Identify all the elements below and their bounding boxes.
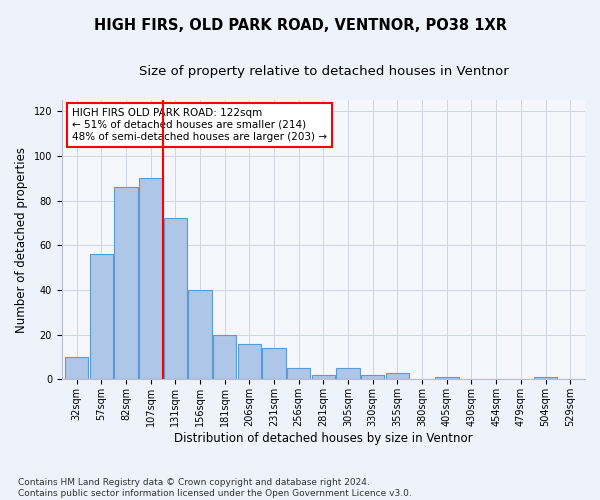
Bar (213, 334, 236, 380)
Bar (238, 344, 261, 380)
Bar (65, 357, 88, 380)
Bar (188, 290, 212, 380)
Bar (139, 178, 163, 380)
Bar (311, 375, 335, 380)
Y-axis label: Number of detached properties: Number of detached properties (15, 146, 28, 332)
Bar (164, 218, 187, 380)
Title: Size of property relative to detached houses in Ventnor: Size of property relative to detached ho… (139, 65, 508, 78)
Bar (114, 187, 137, 380)
Text: HIGH FIRS, OLD PARK ROAD, VENTNOR, PO38 1XR: HIGH FIRS, OLD PARK ROAD, VENTNOR, PO38 … (94, 18, 506, 32)
X-axis label: Distribution of detached houses by size in Ventnor: Distribution of detached houses by size … (174, 432, 473, 445)
Bar (361, 375, 385, 380)
Text: HIGH FIRS OLD PARK ROAD: 122sqm
← 51% of detached houses are smaller (214)
48% o: HIGH FIRS OLD PARK ROAD: 122sqm ← 51% of… (72, 108, 327, 142)
Bar (337, 368, 360, 380)
Bar (534, 377, 557, 380)
Bar (386, 372, 409, 380)
Bar (287, 368, 310, 380)
Bar (262, 348, 286, 380)
Text: Contains HM Land Registry data © Crown copyright and database right 2024.
Contai: Contains HM Land Registry data © Crown c… (18, 478, 412, 498)
Bar (435, 377, 458, 380)
Bar (89, 254, 113, 380)
